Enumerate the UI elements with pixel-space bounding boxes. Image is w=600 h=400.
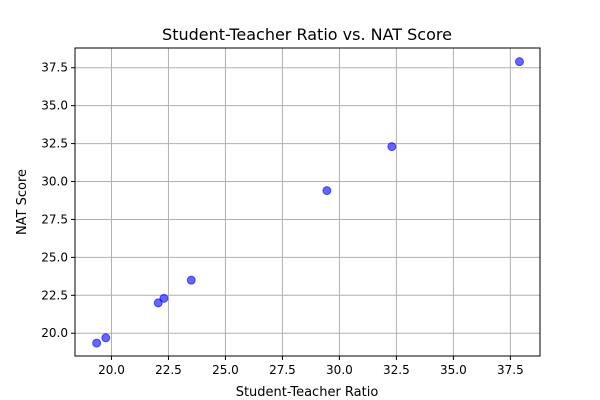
data-point: [159, 293, 169, 303]
y-tick-label: 32.5: [41, 137, 68, 151]
y-tick-label: 25.0: [41, 250, 68, 264]
plot-frame: [74, 47, 541, 357]
x-tick-label: 37.5: [497, 363, 524, 377]
y-tick-label: 30.0: [41, 175, 68, 189]
x-tick-label: 25.0: [212, 363, 239, 377]
y-tick-label: 35.0: [41, 99, 68, 113]
chart-title: Student-Teacher Ratio vs. NAT Score: [162, 25, 452, 44]
x-axis-label: Student-Teacher Ratio: [236, 385, 379, 400]
x-tick-label: 32.5: [383, 363, 410, 377]
data-points: [92, 57, 524, 348]
x-tick-label: 27.5: [269, 363, 296, 377]
x-tick-label: 30.0: [326, 363, 353, 377]
grid-lines: [75, 48, 540, 356]
y-tick-label: 27.5: [41, 212, 68, 226]
data-point: [101, 333, 111, 343]
y-tick-label: 20.0: [41, 326, 68, 340]
y-tick-label: 22.5: [41, 288, 68, 302]
y-tick-label: 37.5: [41, 61, 68, 75]
x-tick-label: 20.0: [98, 363, 125, 377]
y-axis-ticks: 20.0 22.5 25.0 27.5 30.0 32.5 35.0 37.5: [41, 61, 75, 340]
data-point: [322, 186, 332, 196]
data-point: [514, 57, 524, 67]
data-point: [387, 142, 397, 152]
data-point: [92, 338, 102, 348]
x-tick-label: 22.5: [155, 363, 182, 377]
data-point: [186, 275, 196, 285]
y-axis-label: NAT Score: [15, 169, 30, 235]
x-axis-ticks: 20.0 22.5 25.0 27.5 30.0 32.5 35.0 37.5: [98, 356, 524, 377]
x-tick-label: 35.0: [440, 363, 467, 377]
